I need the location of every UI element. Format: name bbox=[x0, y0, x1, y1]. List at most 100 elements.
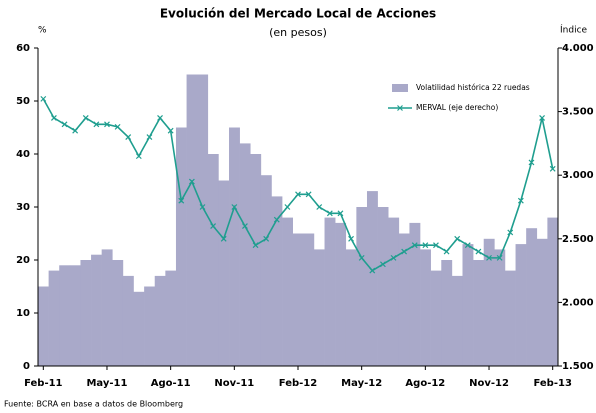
line-marker bbox=[539, 115, 546, 121]
bar bbox=[154, 275, 166, 366]
line-marker bbox=[295, 191, 301, 198]
y-tick-label: 30 bbox=[16, 202, 30, 213]
bar bbox=[515, 244, 527, 366]
bar bbox=[356, 207, 368, 366]
line-marker bbox=[263, 235, 270, 242]
line-marker bbox=[401, 248, 408, 255]
line-marker bbox=[390, 254, 397, 261]
bar bbox=[260, 175, 272, 366]
line-marker bbox=[464, 242, 471, 249]
bar bbox=[197, 74, 209, 366]
y-tick-label: 60 bbox=[16, 43, 30, 54]
bar bbox=[292, 233, 304, 366]
bar bbox=[48, 270, 60, 366]
line-marker bbox=[326, 210, 333, 217]
y2-tick-label: 3.000 bbox=[562, 170, 594, 181]
x-tick-label: Feb-12 bbox=[279, 378, 317, 389]
line-marker bbox=[433, 242, 439, 249]
line-marker bbox=[411, 242, 418, 249]
line-marker bbox=[231, 204, 238, 210]
line-marker bbox=[316, 204, 323, 210]
bar bbox=[207, 154, 219, 366]
y-axis-label: % bbox=[38, 26, 47, 36]
bar bbox=[186, 74, 198, 366]
line-marker bbox=[528, 159, 535, 166]
bar bbox=[324, 217, 336, 366]
source-note: Fuente: BCRA en base a datos de Bloomber… bbox=[4, 400, 183, 409]
line-marker bbox=[157, 115, 163, 121]
bar bbox=[430, 270, 442, 366]
bar bbox=[239, 143, 251, 366]
bar bbox=[144, 286, 156, 366]
bar bbox=[175, 127, 187, 366]
bar bbox=[313, 249, 325, 366]
line-marker bbox=[337, 210, 344, 217]
line-marker bbox=[104, 121, 110, 128]
x-tick-label: Nov-12 bbox=[469, 378, 509, 389]
line-marker bbox=[486, 254, 492, 261]
line-marker bbox=[284, 204, 291, 210]
bar bbox=[335, 222, 347, 366]
y-tick-label: 20 bbox=[16, 255, 30, 266]
line-marker bbox=[146, 134, 153, 140]
y2-tick-label: 2.500 bbox=[562, 234, 594, 245]
bar bbox=[388, 217, 400, 366]
bar bbox=[420, 249, 431, 366]
line-marker bbox=[454, 235, 461, 242]
x-tick-label: Feb-13 bbox=[533, 378, 571, 389]
y2-tick-label: 1.500 bbox=[562, 361, 594, 372]
line-marker bbox=[422, 242, 429, 249]
chart-subtitle: (en pesos) bbox=[269, 26, 327, 39]
bar bbox=[409, 222, 421, 366]
bar bbox=[398, 233, 410, 366]
bar bbox=[303, 233, 315, 366]
legend-label: Volatilidad histórica 22 ruedas bbox=[416, 83, 530, 92]
line-marker bbox=[82, 115, 89, 121]
bar bbox=[80, 260, 92, 366]
bar bbox=[59, 265, 71, 366]
line-marker bbox=[72, 127, 79, 134]
line-marker bbox=[61, 121, 68, 128]
line-marker bbox=[305, 191, 312, 198]
chart-title: Evolución del Mercado Local de Acciones bbox=[160, 7, 436, 21]
line-marker bbox=[369, 267, 376, 274]
x-tick-label: Ago-12 bbox=[405, 378, 445, 389]
bar bbox=[165, 270, 177, 366]
bar bbox=[536, 238, 548, 366]
y-tick-label: 0 bbox=[23, 361, 30, 372]
line-marker bbox=[252, 242, 259, 249]
bar bbox=[441, 260, 453, 366]
line-marker bbox=[220, 235, 227, 242]
y-tick-label: 10 bbox=[16, 308, 30, 319]
bar bbox=[547, 217, 559, 366]
line-marker bbox=[167, 127, 174, 134]
bar bbox=[494, 249, 506, 366]
bar bbox=[473, 260, 485, 366]
line-marker bbox=[348, 235, 354, 242]
bar bbox=[112, 260, 124, 366]
line-marker bbox=[549, 165, 556, 172]
line-marker bbox=[443, 248, 450, 255]
line-marker bbox=[125, 134, 132, 140]
bar bbox=[271, 196, 283, 366]
line-marker bbox=[475, 248, 482, 255]
y-tick-label: 50 bbox=[16, 96, 30, 107]
line-marker bbox=[210, 223, 217, 230]
y2-tick-label: 3.500 bbox=[562, 107, 594, 118]
y-tick-label: 40 bbox=[16, 149, 30, 160]
line-marker bbox=[50, 115, 57, 121]
bar bbox=[526, 228, 538, 366]
line-marker bbox=[188, 178, 195, 185]
bar bbox=[250, 154, 262, 366]
x-tick-label: Ago-11 bbox=[151, 378, 191, 389]
bar bbox=[38, 286, 49, 366]
bar bbox=[282, 217, 293, 366]
bar bbox=[377, 207, 389, 366]
bar bbox=[345, 249, 357, 366]
bar bbox=[122, 275, 134, 366]
line-marker bbox=[242, 223, 248, 230]
bar bbox=[229, 127, 240, 366]
line-marker bbox=[507, 229, 514, 236]
x-tick-label: Nov-11 bbox=[214, 378, 254, 389]
